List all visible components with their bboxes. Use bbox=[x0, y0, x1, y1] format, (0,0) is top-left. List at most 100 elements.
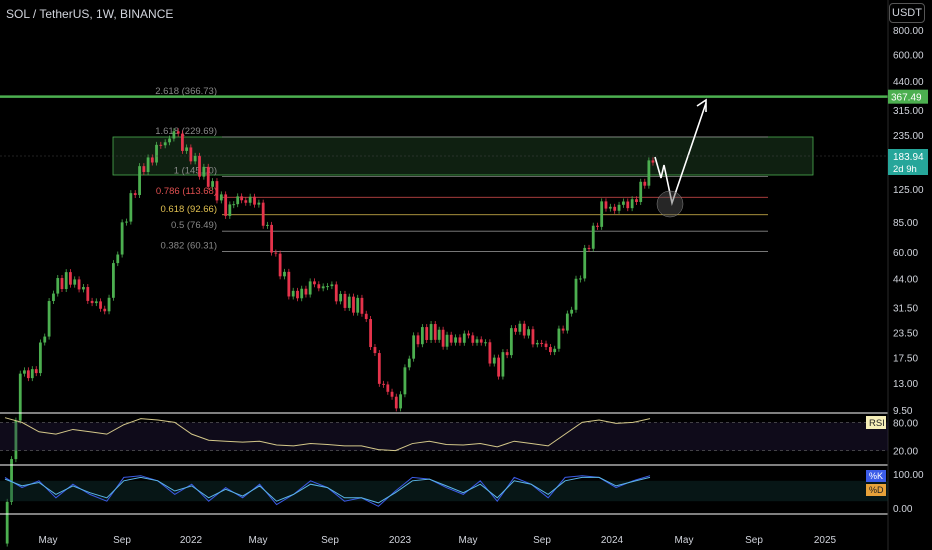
rsi-axis-label: 20.00 bbox=[893, 447, 918, 458]
time-tick-label: May bbox=[459, 535, 478, 546]
candle bbox=[561, 328, 565, 331]
candle bbox=[120, 222, 124, 255]
current-price-label: 183.94 bbox=[893, 152, 924, 163]
time-tick-label: 2023 bbox=[389, 535, 412, 546]
candle bbox=[64, 272, 68, 290]
candle bbox=[94, 301, 98, 304]
candle bbox=[608, 206, 612, 209]
candle bbox=[116, 254, 120, 264]
candle bbox=[394, 396, 398, 409]
candle bbox=[535, 342, 539, 345]
candle bbox=[150, 157, 154, 163]
candle bbox=[420, 327, 424, 345]
candle bbox=[23, 370, 26, 374]
candle bbox=[172, 131, 176, 139]
candle bbox=[643, 181, 647, 186]
candle bbox=[52, 293, 55, 302]
candle bbox=[639, 181, 643, 202]
candle bbox=[373, 347, 377, 354]
price-tick-label: 44.00 bbox=[893, 275, 918, 286]
candle bbox=[82, 287, 85, 290]
candle bbox=[527, 329, 530, 336]
candle bbox=[278, 253, 282, 277]
currency-button[interactable]: USDT bbox=[889, 3, 925, 23]
price-tick-label: 315.00 bbox=[893, 106, 924, 117]
time-tick-label: 2024 bbox=[601, 535, 624, 546]
stoch-axis-label: 100.00 bbox=[893, 470, 924, 481]
candle bbox=[146, 157, 150, 172]
candle bbox=[565, 313, 569, 331]
candle bbox=[347, 296, 351, 308]
current-price-tag bbox=[888, 149, 928, 176]
candle bbox=[296, 290, 299, 299]
candle bbox=[587, 247, 591, 249]
candle bbox=[181, 133, 184, 151]
candle bbox=[228, 204, 232, 216]
candle bbox=[330, 284, 334, 287]
candle bbox=[219, 194, 223, 201]
price-tick-label: 600.00 bbox=[893, 51, 924, 62]
price-tick-label: 235.00 bbox=[893, 131, 924, 142]
stoch-d-tag bbox=[866, 484, 886, 496]
price-tick-label: 60.00 bbox=[893, 248, 918, 259]
candle bbox=[514, 328, 517, 332]
candle bbox=[189, 147, 193, 162]
candle bbox=[518, 323, 522, 332]
candle bbox=[416, 335, 420, 345]
time-tick-label: 2025 bbox=[814, 535, 837, 546]
candle bbox=[557, 328, 561, 349]
candle bbox=[630, 199, 634, 209]
candle bbox=[103, 308, 107, 312]
candle bbox=[570, 309, 574, 314]
candle bbox=[425, 327, 429, 340]
candle bbox=[403, 367, 407, 395]
price-tick-label: 125.00 bbox=[893, 185, 924, 196]
candle bbox=[215, 181, 219, 201]
candle bbox=[437, 329, 441, 340]
candle bbox=[86, 287, 90, 301]
candle bbox=[488, 342, 492, 364]
candle bbox=[613, 206, 617, 211]
candle bbox=[429, 324, 433, 340]
candle bbox=[531, 329, 535, 345]
candle bbox=[334, 284, 338, 302]
candle bbox=[540, 342, 544, 344]
candle bbox=[133, 193, 137, 196]
candle bbox=[441, 329, 445, 347]
fib-label: 0.786 (113.68) bbox=[156, 186, 217, 197]
candle bbox=[244, 200, 248, 203]
candle bbox=[30, 369, 34, 379]
rsi-band bbox=[0, 422, 888, 451]
stoch-line bbox=[4, 476, 651, 504]
candle bbox=[651, 160, 655, 163]
candle bbox=[257, 202, 261, 205]
candle bbox=[583, 247, 587, 279]
candle bbox=[622, 201, 625, 205]
candle bbox=[492, 357, 496, 364]
candle bbox=[163, 142, 167, 146]
candle bbox=[159, 144, 163, 146]
candle bbox=[125, 221, 128, 223]
time-tick-label: Sep bbox=[745, 535, 763, 546]
candle bbox=[176, 131, 180, 134]
candle bbox=[479, 339, 483, 343]
candle bbox=[578, 278, 582, 280]
target-circle bbox=[656, 190, 684, 218]
candle bbox=[287, 271, 291, 297]
candle bbox=[600, 201, 604, 227]
candle bbox=[390, 391, 394, 397]
candle bbox=[377, 353, 381, 384]
time-tick-label: Sep bbox=[113, 535, 131, 546]
rsi-tag-label: RSI bbox=[869, 418, 885, 429]
candle bbox=[449, 334, 453, 343]
candle bbox=[107, 297, 111, 312]
candle bbox=[270, 224, 274, 253]
candle bbox=[445, 334, 449, 347]
candle bbox=[364, 313, 368, 320]
candle bbox=[185, 147, 189, 151]
candle bbox=[509, 328, 513, 356]
candle bbox=[313, 281, 316, 285]
candle bbox=[339, 293, 343, 302]
price-tick-label: 440.00 bbox=[893, 77, 924, 88]
